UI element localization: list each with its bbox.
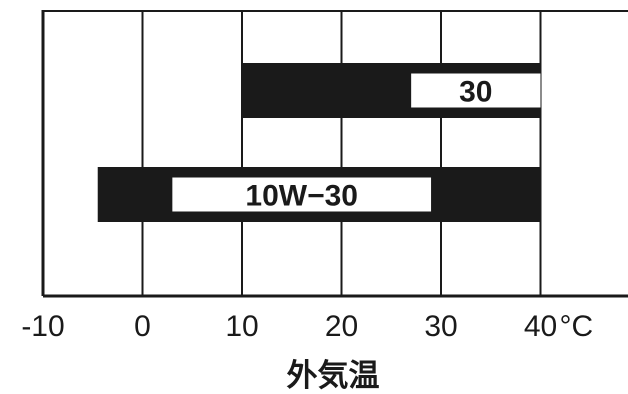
bar-label-box-0 xyxy=(411,73,541,108)
bar-label-box-1 xyxy=(172,177,432,212)
bar-label-0: 30 xyxy=(459,76,492,109)
x-tick-label: 0 xyxy=(134,310,151,343)
x-tick-label: -10 xyxy=(21,310,64,343)
x-tick-label: 10 xyxy=(225,310,258,343)
x-tick-label: 30 xyxy=(424,310,457,343)
x-tick-labels: -10 0 10 20 30 40 xyxy=(21,310,557,343)
unit-label: °C xyxy=(560,310,594,343)
x-tick-label: 20 xyxy=(325,310,358,343)
x-tick-label: 40 xyxy=(524,310,557,343)
grid-lines xyxy=(41,10,628,298)
bars: 30 10W−30 xyxy=(97,63,541,222)
bar-label-1: 10W−30 xyxy=(245,180,358,213)
x-axis-label: 外気温 xyxy=(287,358,380,393)
